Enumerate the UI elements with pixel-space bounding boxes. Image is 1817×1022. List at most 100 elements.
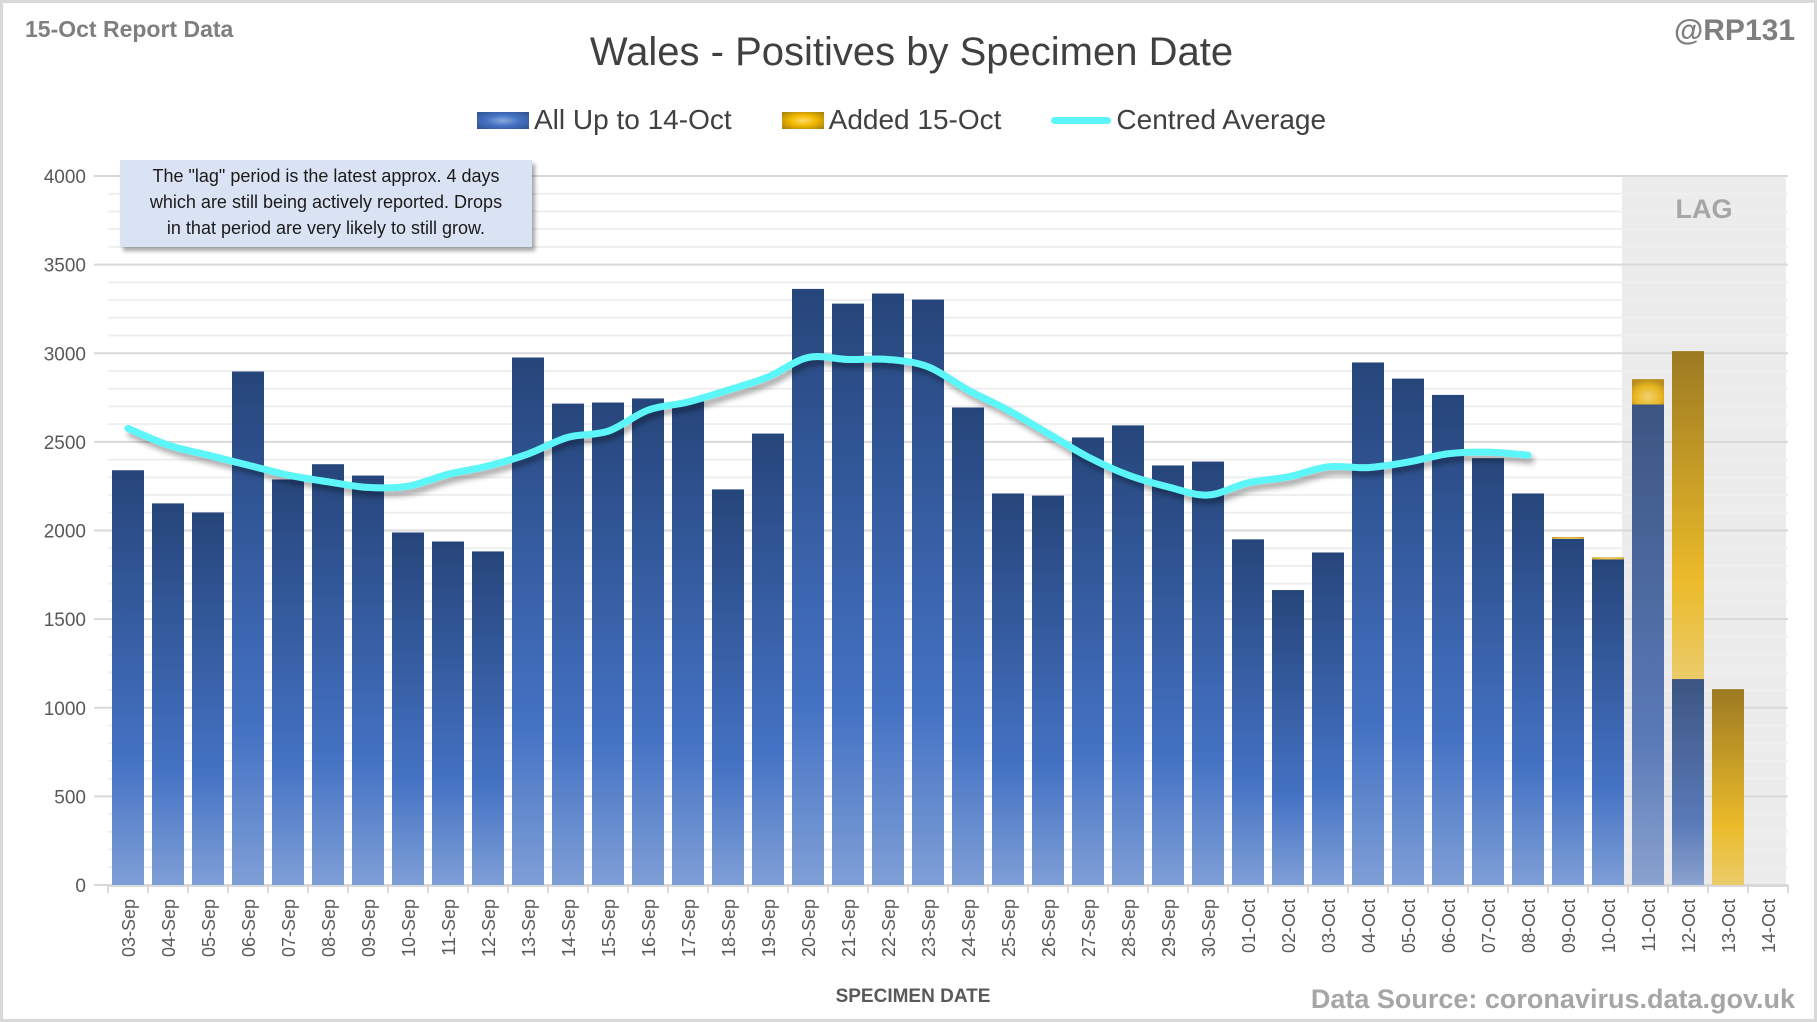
bar-all-up-to <box>752 433 784 885</box>
y-tick-label: 1000 <box>44 699 86 720</box>
bar-all-up-to <box>912 299 944 886</box>
x-tick-label: 09-Oct <box>1559 899 1579 953</box>
lag-label: LAG <box>1676 194 1733 224</box>
y-tick-label: 2000 <box>44 522 86 543</box>
data-source: Data Source: coronavirus.data.gov.uk <box>1310 984 1795 1014</box>
x-tick-label: 27-Sep <box>1079 899 1099 957</box>
bar-all-up-to <box>392 532 424 885</box>
legend-swatch-blue <box>477 111 529 129</box>
bar-all-up-to <box>272 479 304 885</box>
x-tick-label: 05-Sep <box>199 899 219 957</box>
centred-average-series <box>124 353 1532 499</box>
x-tick-label: 30-Sep <box>1199 899 1219 957</box>
bar-all-up-to <box>792 288 824 885</box>
bar-all-up-to <box>192 512 224 885</box>
x-tick-label: 18-Sep <box>719 899 739 957</box>
x-tick-label: 12-Sep <box>479 899 499 957</box>
bar-all-up-to <box>592 402 624 885</box>
x-tick-label: 25-Sep <box>999 899 1019 957</box>
annotation-line: which are still being actively reported.… <box>149 192 503 212</box>
bar-all-up-to <box>1232 539 1264 885</box>
x-tick-label: 12-Oct <box>1679 899 1699 953</box>
bar-all-up-to <box>1552 538 1584 885</box>
bar-added <box>1712 689 1744 885</box>
x-tick-label: 04-Oct <box>1359 899 1379 953</box>
bar-all-up-to <box>232 371 264 886</box>
y-tick-label: 4000 <box>44 167 86 188</box>
x-tick-label: 03-Sep <box>119 899 139 957</box>
x-tick-label: 08-Oct <box>1519 899 1539 953</box>
x-tick-label: 03-Oct <box>1319 899 1339 953</box>
report-date-label: 15-Oct Report Data <box>25 16 234 42</box>
x-tick-label: 15-Sep <box>599 899 619 957</box>
lag-annotation-box: The "lag" period is the latest approx. 4… <box>120 160 532 247</box>
bar-added <box>1632 379 1664 405</box>
legend-label: All Up to 14-Oct <box>534 104 732 135</box>
x-tick-label: 26-Sep <box>1039 899 1059 957</box>
x-tick-label: 17-Sep <box>679 899 699 957</box>
bar-all-up-to <box>1432 394 1464 885</box>
bar-all-up-to <box>1312 552 1344 885</box>
bar-all-up-to <box>152 503 184 885</box>
legend-swatch-gold <box>781 111 824 129</box>
x-tick-label: 14-Sep <box>559 899 579 957</box>
y-tick-label: 1500 <box>44 610 86 631</box>
bar-all-up-to <box>1672 679 1704 885</box>
annotation-line: The "lag" period is the latest approx. 4… <box>152 166 500 186</box>
bar-all-up-to <box>352 475 384 885</box>
x-tick-label: 20-Sep <box>799 899 819 957</box>
y-tick-label: 3500 <box>44 256 86 277</box>
x-axis-title: SPECIMEN DATE <box>835 986 991 1007</box>
bar-all-up-to <box>1472 458 1504 885</box>
y-axis: 0 500 1000 1500 2000 2500 3000 3500 4000 <box>44 167 86 897</box>
bar-all-up-to <box>1072 437 1104 885</box>
bar-added <box>1592 557 1624 560</box>
bar-all-up-to <box>1512 493 1544 885</box>
bar-all-up-to <box>872 293 904 886</box>
legend-item-all-up-to: All Up to 14-Oct <box>477 104 732 136</box>
author-handle: @RP131 <box>1674 14 1795 47</box>
x-tick-label: 23-Sep <box>919 899 939 957</box>
bar-all-up-to <box>1352 362 1384 885</box>
x-tick-label: 10-Oct <box>1599 899 1619 953</box>
x-tick-label: 14-Oct <box>1759 899 1779 953</box>
bar-all-up-to <box>1272 590 1304 885</box>
x-tick-label: 09-Sep <box>359 899 379 957</box>
x-tick-label: 16-Sep <box>639 899 659 957</box>
legend-item-added: Added 15-Oct <box>781 104 1002 136</box>
bar-all-up-to <box>1192 461 1224 885</box>
bar-all-up-to <box>1152 465 1184 885</box>
x-tick-label: 01-Oct <box>1239 899 1259 953</box>
x-tick-label: 11-Sep <box>439 899 459 956</box>
x-tick-label: 05-Oct <box>1399 899 1419 953</box>
x-tick-label: 02-Oct <box>1279 899 1299 953</box>
bar-all-up-to <box>552 403 584 885</box>
bar-all-up-to <box>1112 425 1144 885</box>
y-tick-label: 0 <box>75 876 86 897</box>
y-tick-label: 500 <box>54 787 86 808</box>
bar-all-up-to <box>1032 495 1064 885</box>
bar-all-up-to <box>1632 404 1664 885</box>
bar-all-up-to <box>992 493 1024 885</box>
x-tick-label: 21-Sep <box>839 899 859 957</box>
x-tick-label: 13-Sep <box>519 899 539 957</box>
legend: All Up to 14-Oct Added 15-Oct Centred Av… <box>477 104 1376 136</box>
bars <box>112 288 1744 886</box>
x-tick-label: 07-Sep <box>279 899 299 957</box>
x-tick-label: 08-Sep <box>319 899 339 957</box>
bar-added <box>1672 351 1704 680</box>
x-tick-label: 24-Sep <box>959 899 979 957</box>
bar-all-up-to <box>312 464 344 885</box>
legend-item-centred-average: Centred Average <box>1051 104 1326 136</box>
x-axis: 03-Sep 04-Sep 05-Sep 06-Sep 07-Sep 08-Sep 09-S… <box>107 885 1789 957</box>
bar-all-up-to <box>712 489 744 885</box>
x-tick-label: 06-Oct <box>1439 899 1459 953</box>
bar-added <box>1552 537 1584 539</box>
annotation-line: in that period are very likely to still … <box>166 218 486 238</box>
x-tick-label: 13-Oct <box>1719 899 1739 953</box>
x-tick-label: 06-Sep <box>239 899 259 957</box>
legend-label: Added 15-Oct <box>828 104 1002 135</box>
bar-all-up-to <box>952 407 984 885</box>
x-tick-label: 29-Sep <box>1159 899 1179 957</box>
